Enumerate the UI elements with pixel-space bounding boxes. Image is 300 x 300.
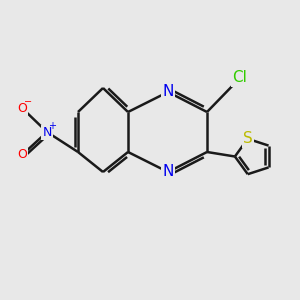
Text: N: N <box>162 164 174 179</box>
Text: Cl: Cl <box>232 70 247 86</box>
Text: S: S <box>243 131 253 146</box>
Text: N: N <box>42 125 52 139</box>
Text: N: N <box>162 85 174 100</box>
Text: O: O <box>17 101 27 115</box>
Text: −: − <box>24 97 32 107</box>
Text: O: O <box>17 148 27 161</box>
Text: +: + <box>48 121 56 131</box>
